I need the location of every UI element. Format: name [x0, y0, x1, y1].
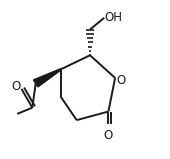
- Polygon shape: [33, 69, 61, 87]
- Text: O: O: [116, 74, 125, 87]
- Text: OH: OH: [104, 11, 122, 24]
- Text: O: O: [103, 129, 112, 142]
- Text: O: O: [11, 80, 21, 93]
